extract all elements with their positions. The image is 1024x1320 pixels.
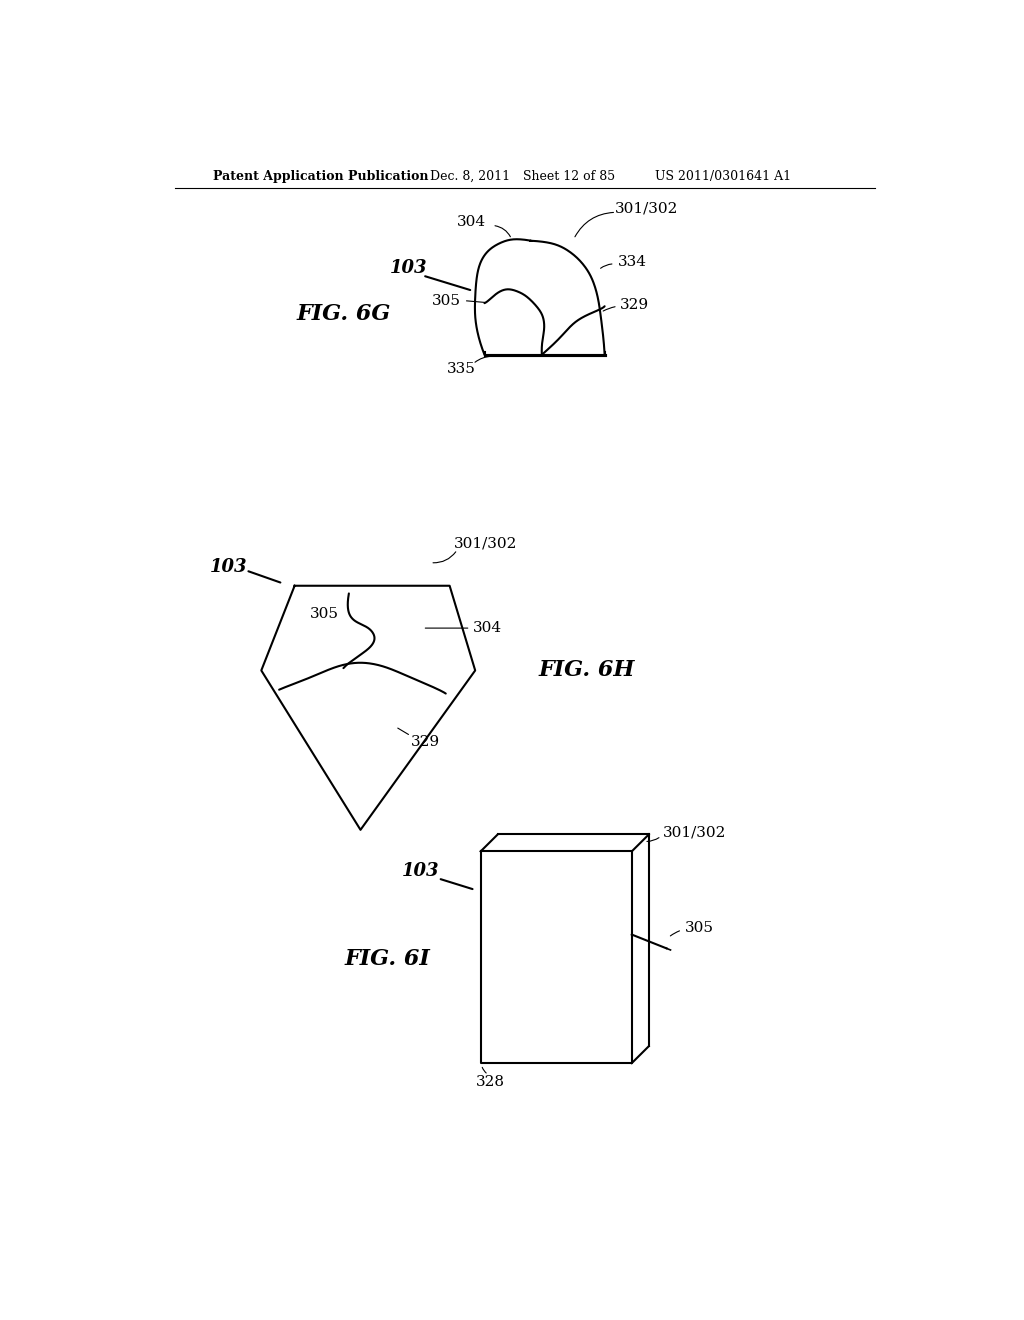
Text: 301/302: 301/302 [614, 202, 678, 215]
Text: Patent Application Publication: Patent Application Publication [213, 169, 429, 182]
Text: 304: 304 [473, 622, 502, 635]
Text: 103: 103 [402, 862, 439, 879]
Text: 335: 335 [446, 362, 476, 376]
Text: FIG. 6I: FIG. 6I [345, 948, 431, 970]
Text: 301/302: 301/302 [454, 536, 517, 550]
Text: 103: 103 [210, 557, 248, 576]
Text: 305: 305 [432, 294, 461, 308]
Text: 305: 305 [684, 921, 714, 936]
Text: 329: 329 [621, 298, 649, 312]
Text: 301/302: 301/302 [663, 825, 726, 840]
Text: FIG. 6G: FIG. 6G [297, 304, 391, 325]
Text: 328: 328 [476, 1076, 505, 1089]
Text: 334: 334 [617, 255, 647, 269]
Text: 329: 329 [411, 735, 440, 748]
Text: 103: 103 [390, 259, 427, 277]
Text: 304: 304 [457, 215, 486, 228]
Text: FIG. 6H: FIG. 6H [539, 660, 635, 681]
Text: Dec. 8, 2011: Dec. 8, 2011 [430, 169, 510, 182]
Text: Sheet 12 of 85: Sheet 12 of 85 [523, 169, 615, 182]
Text: 305: 305 [310, 607, 339, 622]
Text: US 2011/0301641 A1: US 2011/0301641 A1 [655, 169, 792, 182]
